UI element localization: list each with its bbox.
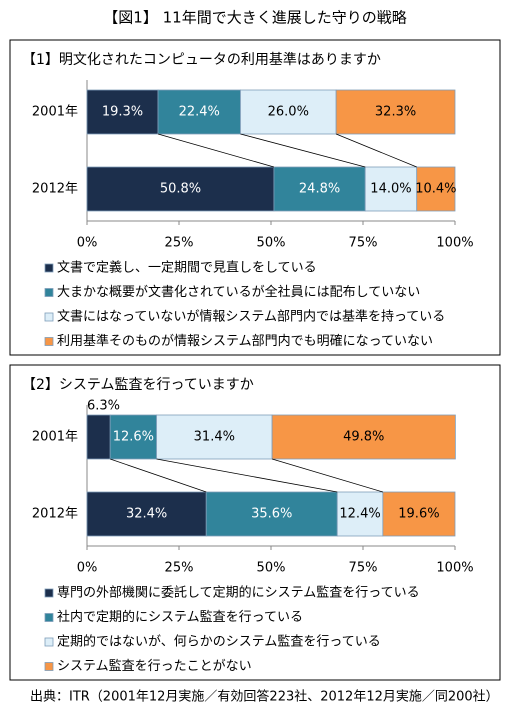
value-label: 12.4%	[339, 507, 380, 522]
bar-segment	[86, 491, 207, 537]
legend-swatch	[44, 637, 54, 647]
y-tick-label: 2001年	[32, 430, 78, 445]
connector-line	[271, 458, 383, 493]
legend-label: 定期的ではないが、何らかのシステム監査を行っている	[57, 634, 381, 650]
value-label: 19.6%	[398, 507, 439, 522]
legend-swatch	[44, 613, 54, 622]
legend-swatch	[44, 337, 54, 346]
connector-line	[110, 458, 207, 493]
legend-label: 大まかな概要が文書化されているが全社員には配布していない	[57, 284, 420, 300]
legend-swatch	[44, 662, 54, 671]
legend-label: 文書で定義し、一定期間で見直しをしている	[57, 260, 317, 276]
bar-segment	[382, 491, 456, 537]
value-label: 19.3%	[102, 105, 143, 120]
source-note: 出典：ITR（2001年12月実施／有効回答223社、2012年12月実施／同2…	[30, 689, 499, 705]
x-tick-label: 25%	[165, 561, 194, 576]
bar-segment	[336, 491, 384, 537]
legend-swatch	[44, 263, 54, 273]
y-tick-label: 2012年	[32, 507, 78, 522]
value-label: 26.0%	[268, 105, 309, 120]
legend-swatch	[44, 312, 54, 322]
figure-title: 【図1】 11年間で大きく進展した守りの戦略	[103, 9, 406, 27]
y-tick-label: 2001年	[32, 105, 78, 120]
x-tick-label: 100%	[436, 561, 473, 576]
legend-swatch	[44, 288, 54, 297]
legend-label: システム監査を行ったことがない	[57, 658, 252, 674]
legend-label: 文書にはなっていないが情報システム部門内では基準を持っている	[57, 309, 445, 325]
bar-segment	[86, 414, 111, 460]
bar-segment	[205, 491, 338, 537]
legend-label: 社内で定期的にシステム監査を行っている	[57, 609, 303, 625]
x-tick-label: 75%	[349, 236, 378, 251]
connector-line	[157, 133, 275, 168]
panel-frame	[9, 39, 501, 356]
value-label: 35.6%	[251, 507, 292, 522]
connector-line	[240, 133, 366, 168]
connector-line	[156, 458, 338, 493]
panel-title: 【2】システム監査を行っていますか	[22, 376, 254, 393]
bar-segment	[271, 414, 456, 460]
value-label: 32.4%	[126, 507, 167, 522]
x-tick-label: 0%	[77, 236, 98, 251]
value-label: 6.3%	[87, 399, 120, 414]
value-label: 22.4%	[179, 105, 220, 120]
value-label: 24.8%	[299, 182, 340, 197]
bar-segment	[335, 89, 456, 135]
legend-swatch	[44, 588, 54, 598]
value-label: 12.6%	[113, 430, 154, 445]
value-label: 14.0%	[370, 182, 411, 197]
x-tick-label: 100%	[436, 236, 473, 251]
x-tick-label: 75%	[349, 561, 378, 576]
y-tick-label: 2012年	[32, 182, 78, 197]
bar-segment	[109, 414, 157, 460]
value-label: 49.8%	[343, 430, 384, 445]
bar-segment	[364, 166, 418, 212]
value-label: 32.3%	[375, 105, 416, 120]
value-label: 50.8%	[160, 182, 201, 197]
bar-segment	[156, 414, 273, 460]
bar-segment	[273, 166, 366, 212]
legend-label: 利用基準そのものが情報システム部門内でも明確になっていない	[57, 333, 433, 349]
panel-title: 【1】明文化されたコンピュータの利用基準はありますか	[22, 51, 381, 68]
x-tick-label: 50%	[257, 236, 286, 251]
x-tick-label: 25%	[165, 236, 194, 251]
x-tick-label: 50%	[257, 561, 286, 576]
bar-segment	[86, 89, 159, 135]
value-label: 10.4%	[415, 182, 456, 197]
value-label: 31.4%	[194, 430, 235, 445]
connector-line	[335, 133, 417, 168]
panel-frame	[9, 364, 501, 681]
x-tick-label: 0%	[77, 561, 98, 576]
legend-label: 専門の外部機関に委託して定期的にシステム監査を行っている	[57, 585, 420, 601]
bar-segment	[416, 166, 456, 212]
